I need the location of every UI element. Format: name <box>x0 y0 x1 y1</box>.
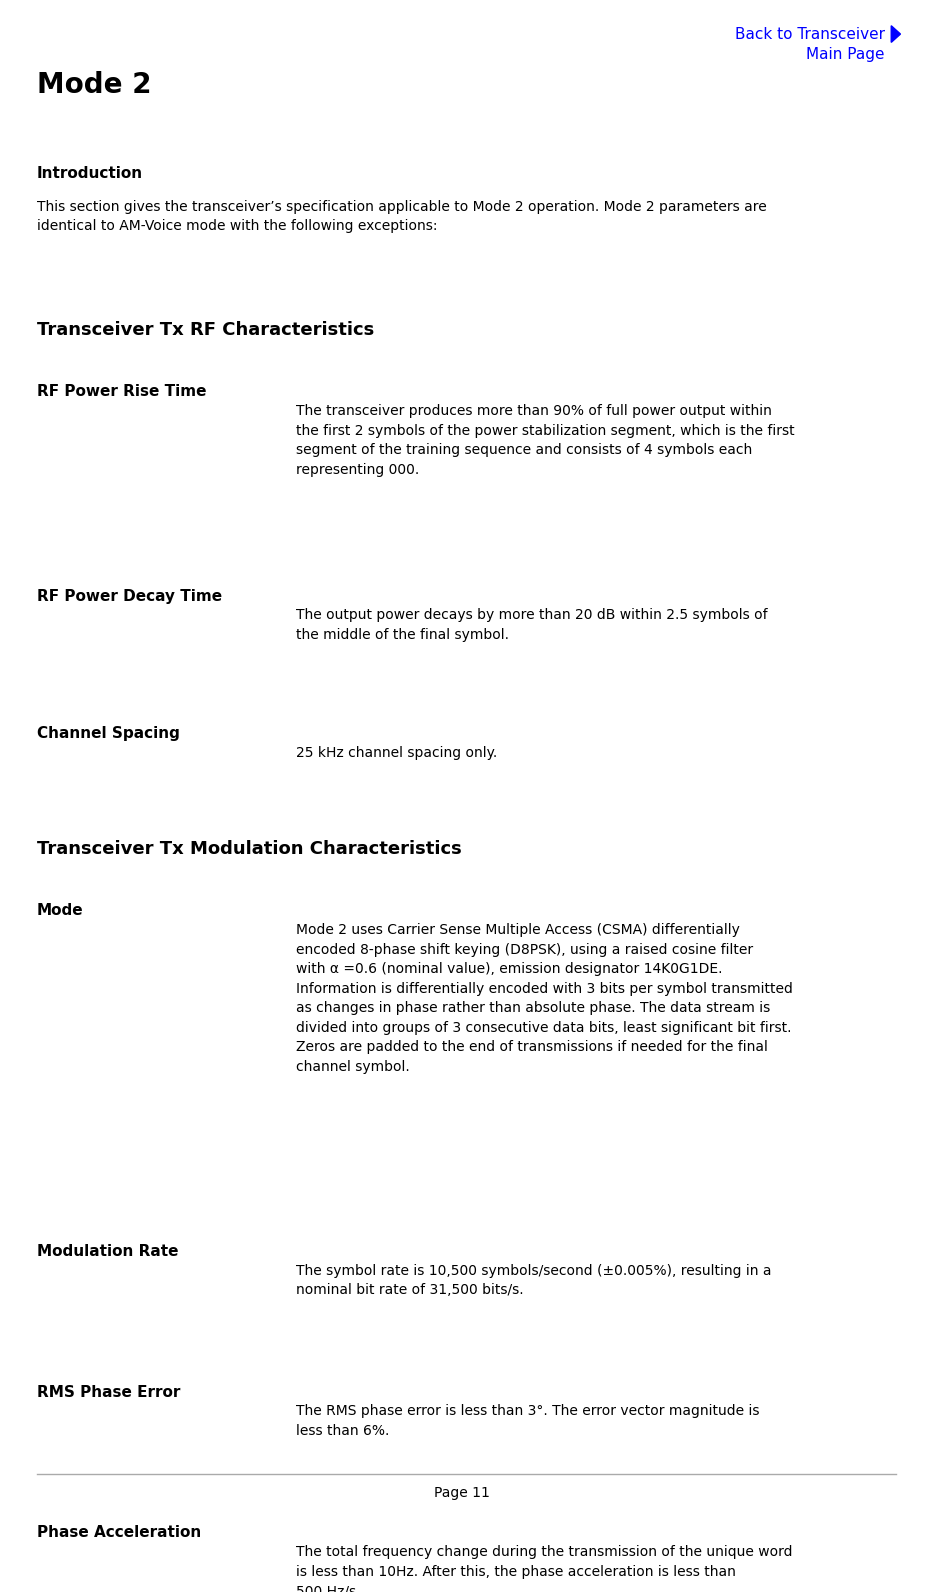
Text: RMS Phase Error: RMS Phase Error <box>37 1385 180 1399</box>
Text: RF Power Decay Time: RF Power Decay Time <box>37 589 222 603</box>
Text: Phase Acceleration: Phase Acceleration <box>37 1525 201 1541</box>
Text: Channel Spacing: Channel Spacing <box>37 726 180 742</box>
Polygon shape <box>891 25 901 43</box>
Text: Mode 2: Mode 2 <box>37 72 152 99</box>
Text: Transceiver Tx RF Characteristics: Transceiver Tx RF Characteristics <box>37 322 374 339</box>
Text: The symbol rate is 10,500 symbols/second (±0.005%), resulting in a
nominal bit r: The symbol rate is 10,500 symbols/second… <box>296 1264 771 1297</box>
Text: Page 11: Page 11 <box>434 1485 490 1500</box>
Text: The RMS phase error is less than 3°. The error vector magnitude is
less than 6%.: The RMS phase error is less than 3°. The… <box>296 1404 759 1438</box>
Text: Mode 2 uses Carrier Sense Multiple Access (CSMA) differentially
encoded 8-phase : Mode 2 uses Carrier Sense Multiple Acces… <box>296 923 793 1073</box>
Text: Mode: Mode <box>37 903 83 919</box>
Text: Back to Transceiver
Main Page: Back to Transceiver Main Page <box>735 27 884 62</box>
Text: The total frequency change during the transmission of the unique word
is less th: The total frequency change during the tr… <box>296 1544 792 1592</box>
Text: Modulation Rate: Modulation Rate <box>37 1243 178 1259</box>
Text: Introduction: Introduction <box>37 167 143 181</box>
Text: 25 kHz channel spacing only.: 25 kHz channel spacing only. <box>296 747 497 759</box>
Text: The output power decays by more than 20 dB within 2.5 symbols of
the middle of t: The output power decays by more than 20 … <box>296 608 767 642</box>
Text: Transceiver Tx Modulation Characteristics: Transceiver Tx Modulation Characteristic… <box>37 841 462 858</box>
Text: The transceiver produces more than 90% of full power output within
the first 2 s: The transceiver produces more than 90% o… <box>296 404 794 476</box>
Text: This section gives the transceiver’s specification applicable to Mode 2 operatio: This section gives the transceiver’s spe… <box>37 199 767 234</box>
Text: RF Power Rise Time: RF Power Rise Time <box>37 384 207 400</box>
